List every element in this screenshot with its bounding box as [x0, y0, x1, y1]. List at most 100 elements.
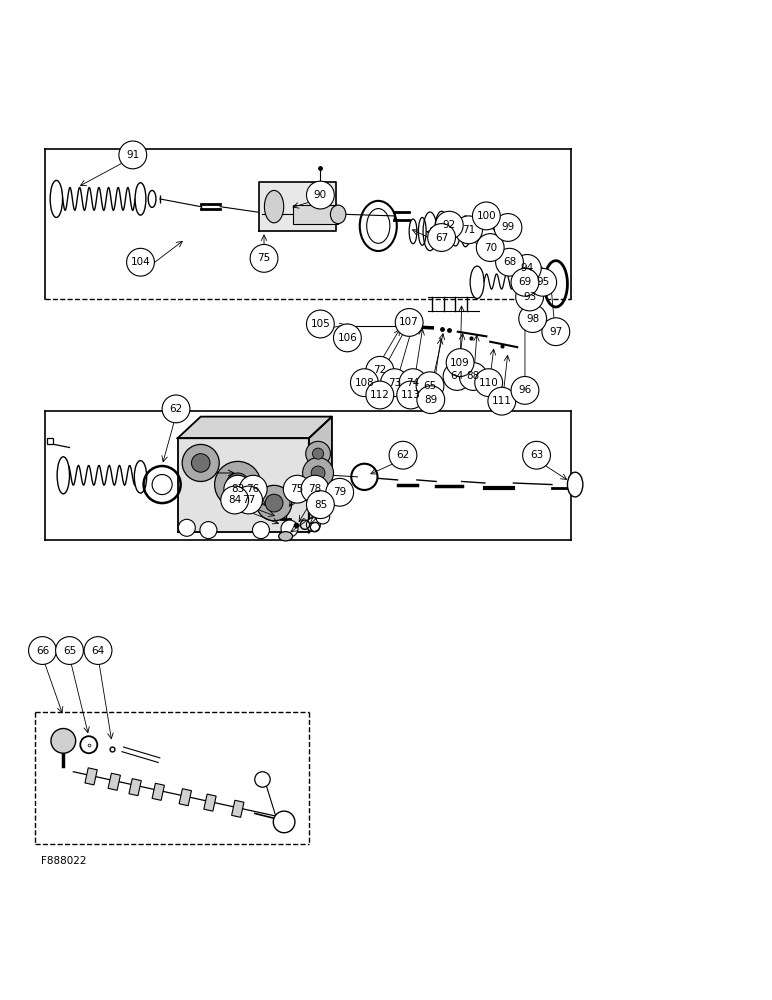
Text: 93: 93 [523, 292, 537, 302]
Circle shape [273, 811, 295, 833]
Circle shape [511, 268, 539, 296]
Circle shape [529, 268, 557, 296]
Circle shape [306, 491, 334, 519]
Polygon shape [178, 438, 309, 532]
Circle shape [311, 466, 325, 480]
Circle shape [178, 519, 195, 536]
Text: 65: 65 [423, 381, 437, 391]
Text: 109: 109 [450, 358, 470, 368]
Circle shape [306, 518, 320, 532]
Text: 96: 96 [518, 385, 532, 395]
Circle shape [443, 363, 471, 390]
Text: 75: 75 [290, 484, 304, 494]
Circle shape [200, 522, 217, 539]
Text: 71: 71 [462, 225, 476, 235]
Polygon shape [178, 417, 332, 438]
Circle shape [476, 234, 504, 261]
Text: 92: 92 [442, 220, 456, 230]
Text: 73: 73 [388, 378, 401, 388]
Text: 107: 107 [399, 317, 419, 327]
Circle shape [281, 520, 298, 537]
Circle shape [496, 248, 523, 276]
Text: 106: 106 [337, 333, 357, 343]
Circle shape [306, 441, 330, 466]
Ellipse shape [135, 183, 146, 215]
Text: 97: 97 [549, 327, 563, 337]
Text: 78: 78 [308, 484, 322, 494]
Circle shape [395, 309, 423, 336]
Text: 84: 84 [228, 495, 242, 505]
Text: 69: 69 [518, 277, 532, 287]
Text: 63: 63 [530, 450, 543, 460]
Text: 79: 79 [333, 487, 347, 497]
Polygon shape [309, 417, 332, 532]
Circle shape [475, 369, 503, 397]
Circle shape [326, 478, 354, 506]
Text: 95: 95 [536, 277, 550, 287]
Circle shape [119, 141, 147, 169]
Circle shape [417, 386, 445, 414]
Circle shape [191, 454, 210, 472]
Polygon shape [232, 800, 244, 817]
Circle shape [266, 494, 283, 512]
Circle shape [226, 473, 249, 496]
Circle shape [29, 637, 56, 664]
Circle shape [435, 211, 463, 239]
Circle shape [446, 349, 474, 376]
Circle shape [182, 444, 219, 481]
Ellipse shape [51, 729, 76, 753]
Circle shape [389, 441, 417, 469]
Circle shape [127, 248, 154, 276]
Circle shape [516, 283, 543, 311]
Polygon shape [108, 773, 120, 790]
Text: 67: 67 [435, 233, 449, 243]
Circle shape [350, 369, 378, 397]
Text: 75: 75 [257, 253, 271, 263]
Text: 62: 62 [396, 450, 410, 460]
Text: 100: 100 [476, 211, 496, 221]
Text: 108: 108 [354, 378, 374, 388]
Circle shape [416, 372, 444, 400]
Text: 89: 89 [424, 395, 438, 405]
Polygon shape [259, 182, 336, 231]
Polygon shape [129, 779, 141, 796]
Text: 113: 113 [401, 390, 421, 400]
Text: 74: 74 [406, 378, 420, 388]
Circle shape [256, 485, 292, 521]
Text: 94: 94 [520, 263, 534, 273]
Circle shape [316, 510, 330, 524]
Circle shape [162, 395, 190, 423]
Text: 66: 66 [36, 646, 49, 656]
Ellipse shape [532, 266, 546, 299]
Circle shape [306, 181, 334, 209]
Circle shape [303, 458, 334, 488]
Circle shape [494, 214, 522, 241]
Text: 110: 110 [479, 378, 499, 388]
Ellipse shape [279, 532, 293, 541]
Polygon shape [152, 783, 164, 800]
Circle shape [381, 369, 408, 397]
Text: 88: 88 [466, 371, 480, 381]
Text: 98: 98 [526, 314, 540, 324]
Text: 76: 76 [246, 484, 260, 494]
Text: 85: 85 [313, 500, 327, 510]
Ellipse shape [134, 461, 147, 493]
Circle shape [397, 381, 425, 409]
Polygon shape [85, 768, 97, 785]
Circle shape [459, 363, 487, 390]
Ellipse shape [470, 266, 484, 299]
Circle shape [511, 376, 539, 404]
Circle shape [313, 491, 323, 502]
Circle shape [399, 369, 427, 397]
Text: 64: 64 [450, 371, 464, 381]
Text: 72: 72 [373, 365, 387, 375]
Circle shape [542, 318, 570, 346]
Text: 90: 90 [313, 190, 327, 200]
Circle shape [84, 637, 112, 664]
Ellipse shape [264, 190, 283, 223]
Text: 91: 91 [126, 150, 140, 160]
Circle shape [215, 461, 261, 508]
Circle shape [224, 475, 252, 503]
Text: 111: 111 [492, 396, 512, 406]
Circle shape [250, 244, 278, 272]
